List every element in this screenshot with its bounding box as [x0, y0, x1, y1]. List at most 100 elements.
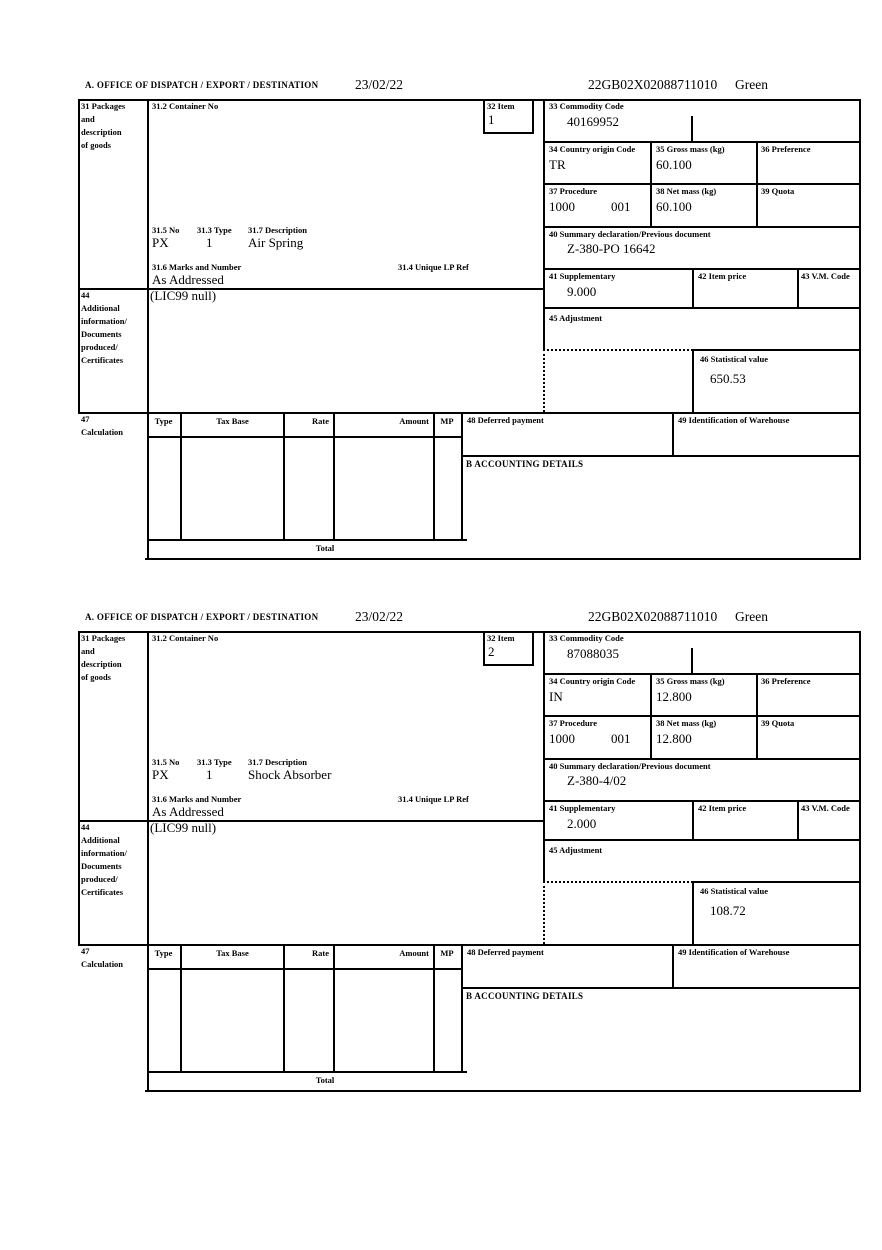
net-mass-label: 38 Net mass (kg) — [656, 718, 717, 728]
routing-status: Green — [735, 609, 768, 624]
previous-document: Z-380-4/02 — [567, 773, 627, 788]
marks-label: 31.6 Marks and Number — [152, 262, 242, 272]
marks-value: As Addressed — [152, 272, 224, 287]
grid-line — [78, 944, 861, 946]
preference-label: 36 Preference — [761, 676, 811, 686]
additional-info: (LIC99 null) — [150, 288, 217, 303]
grid-line — [692, 881, 694, 944]
gross-mass-label: 35 Gross mass (kg) — [656, 144, 725, 154]
commodity-code-label: 33 Commodity Code — [549, 633, 624, 643]
warehouse-id-label: 49 Identification of Warehouse — [678, 415, 790, 425]
box44-label: Certificates — [81, 887, 124, 897]
routing-status: Green — [735, 77, 768, 92]
grid-line — [672, 412, 674, 455]
item-label: 32 Item — [487, 633, 515, 643]
adjustment-label: 45 Adjustment — [549, 313, 603, 323]
country-origin: IN — [549, 689, 563, 704]
container-no-label: 31.2 Container No — [152, 633, 219, 643]
grid-line — [543, 99, 545, 349]
declaration-reference: 22GB02X02088711010 — [588, 609, 718, 624]
grid-line — [859, 99, 861, 560]
dotted-grid-line — [543, 881, 545, 944]
declaration-sheet-2: A. OFFICE OF DISPATCH / EXPORT / DESTINA… — [0, 607, 882, 1107]
declaration-sheet-1: A. OFFICE OF DISPATCH / EXPORT / DESTINA… — [0, 75, 882, 575]
grid-line — [147, 436, 462, 438]
unique-lp-ref-label: 31.4 Unique LP Ref — [398, 262, 469, 272]
grid-line — [543, 226, 861, 228]
box44-label: Documents — [81, 861, 122, 871]
commodity-code: 40169952 — [567, 114, 619, 129]
accounting-details-label: B ACCOUNTING DETAILS — [466, 991, 584, 1001]
grid-line — [692, 349, 694, 412]
grid-line — [543, 800, 861, 802]
item-number: 2 — [488, 644, 495, 659]
procedure-ext: 001 — [611, 731, 631, 746]
declaration-reference: 22GB02X02088711010 — [588, 77, 718, 92]
tax-rate-header: Rate — [312, 416, 329, 426]
declaration-date: 23/02/22 — [355, 609, 404, 624]
package-type: 1 — [206, 235, 213, 250]
box44-label: 44 — [81, 290, 90, 300]
warehouse-id-label: 49 Identification of Warehouse — [678, 947, 790, 957]
grid-line — [78, 99, 861, 101]
grid-line — [543, 673, 861, 675]
quota-label: 39 Quota — [761, 718, 795, 728]
box31-label: description — [81, 127, 122, 137]
goods-description: Air Spring — [248, 235, 304, 250]
grid-line — [797, 800, 799, 839]
statistical-value: 108.72 — [710, 903, 746, 918]
grid-line — [756, 141, 758, 226]
grid-line — [180, 412, 182, 539]
statistical-value: 650.53 — [710, 371, 746, 386]
supplementary-label: 41 Supplementary — [549, 271, 616, 281]
grid-line — [692, 349, 861, 351]
dotted-grid-line — [543, 881, 693, 883]
procedure-ext: 001 — [611, 199, 631, 214]
tax-rate-header: Rate — [312, 948, 329, 958]
grid-line — [692, 881, 861, 883]
grid-line — [433, 412, 435, 539]
grid-line — [180, 944, 182, 1071]
grid-line — [483, 132, 534, 134]
adjustment-label: 45 Adjustment — [549, 845, 603, 855]
item-number: 1 — [488, 112, 495, 127]
grid-line — [532, 99, 534, 132]
preference-label: 36 Preference — [761, 144, 811, 154]
tax-mp-header: MP — [440, 948, 454, 958]
tax-type-header: Type — [154, 416, 173, 426]
declaration-date: 23/02/22 — [355, 77, 404, 92]
grid-line — [147, 539, 467, 541]
grid-line — [532, 631, 534, 664]
grid-line — [78, 820, 545, 822]
deferred-payment-label: 48 Deferred payment — [467, 947, 544, 957]
box31-label: 31 Packages — [81, 101, 126, 111]
grid-line — [147, 99, 149, 560]
additional-info: (LIC99 null) — [150, 820, 217, 835]
supplementary-units: 9.000 — [567, 284, 597, 299]
country-origin: TR — [549, 157, 566, 172]
grid-line — [797, 268, 799, 307]
statistical-value-label: 46 Statistical value — [700, 354, 768, 364]
vm-code-label: 43 V.M. Code — [801, 271, 850, 281]
grid-line — [483, 631, 485, 664]
procedure-label: 37 Procedure — [549, 718, 598, 728]
item-label: 32 Item — [487, 101, 515, 111]
quota-label: 39 Quota — [761, 186, 795, 196]
grid-line — [78, 412, 861, 414]
box47-label: 47 — [81, 946, 90, 956]
grid-line — [461, 412, 463, 539]
grid-line — [543, 141, 861, 143]
gross-mass: 60.100 — [656, 157, 692, 172]
dotted-grid-line — [543, 349, 545, 412]
item-price-label: 42 Item price — [698, 271, 747, 281]
box47-label: Calculation — [81, 427, 124, 437]
package-no-label: 31.5 No — [152, 225, 180, 235]
grid-line — [543, 183, 861, 185]
gross-mass-label: 35 Gross mass (kg) — [656, 676, 725, 686]
goods-description: Shock Absorber — [248, 767, 332, 782]
grid-line — [147, 631, 149, 1092]
tax-amount-header: Amount — [399, 416, 429, 426]
country-origin-label: 34 Country origin Code — [549, 144, 636, 154]
grid-line — [333, 412, 335, 539]
net-mass-label: 38 Net mass (kg) — [656, 186, 717, 196]
